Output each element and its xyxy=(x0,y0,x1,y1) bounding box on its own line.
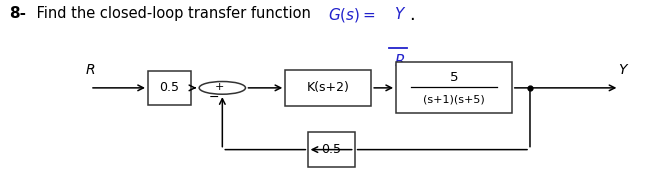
Text: .: . xyxy=(410,6,415,24)
Text: $R$: $R$ xyxy=(394,53,405,69)
Text: $G(s)=$: $G(s)=$ xyxy=(328,6,376,24)
Text: K(s+2): K(s+2) xyxy=(307,81,349,94)
Text: Find the closed-loop transfer function: Find the closed-loop transfer function xyxy=(32,6,321,21)
Text: (s+1)(s+5): (s+1)(s+5) xyxy=(423,95,485,105)
FancyBboxPatch shape xyxy=(148,71,191,105)
Circle shape xyxy=(199,81,245,94)
Text: 5: 5 xyxy=(450,71,458,84)
Text: R: R xyxy=(86,63,95,77)
Text: +: + xyxy=(214,82,223,92)
Text: 0.5: 0.5 xyxy=(322,143,341,156)
FancyBboxPatch shape xyxy=(285,70,371,106)
Text: $Y$: $Y$ xyxy=(394,6,406,22)
Text: −: − xyxy=(209,91,219,104)
Text: Y: Y xyxy=(619,63,627,77)
FancyBboxPatch shape xyxy=(396,62,512,113)
FancyBboxPatch shape xyxy=(308,132,355,167)
Text: 8-: 8- xyxy=(9,6,26,21)
Text: 0.5: 0.5 xyxy=(159,81,180,94)
